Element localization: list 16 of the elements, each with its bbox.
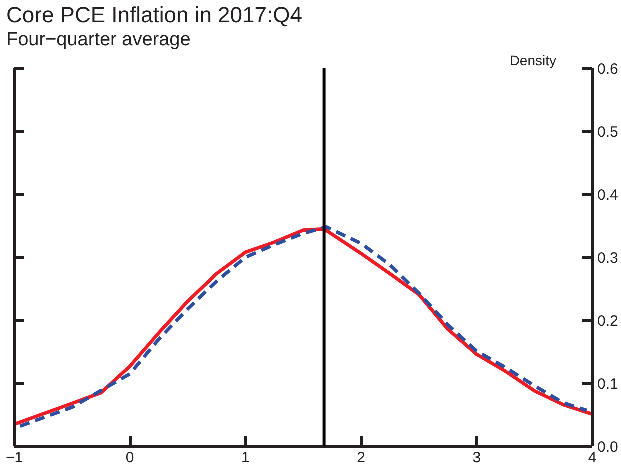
- x-tick-label: 0: [126, 450, 134, 466]
- chart-subtitle: Four−quarter average: [6, 30, 191, 50]
- x-tick-label: 2: [357, 450, 366, 466]
- y-tick-label: 0.5: [598, 124, 618, 141]
- y-tick-label: 0.2: [598, 313, 618, 330]
- y-tick-label: 0.0: [598, 439, 618, 456]
- x-tick-label: 4: [588, 450, 597, 466]
- x-tick-label: −1: [6, 450, 24, 466]
- y-tick-label: 0.6: [598, 61, 618, 78]
- chart-title: Core PCE Inflation in 2017:Q4: [6, 2, 302, 28]
- y-tick-label: 0.1: [598, 376, 618, 393]
- y-axis-title: Density: [510, 52, 557, 68]
- x-tick-label: 3: [472, 450, 482, 466]
- y-tick-label: 0.4: [598, 187, 618, 204]
- x-tick-label: 1: [242, 450, 250, 466]
- y-tick-label: 0.3: [598, 250, 618, 267]
